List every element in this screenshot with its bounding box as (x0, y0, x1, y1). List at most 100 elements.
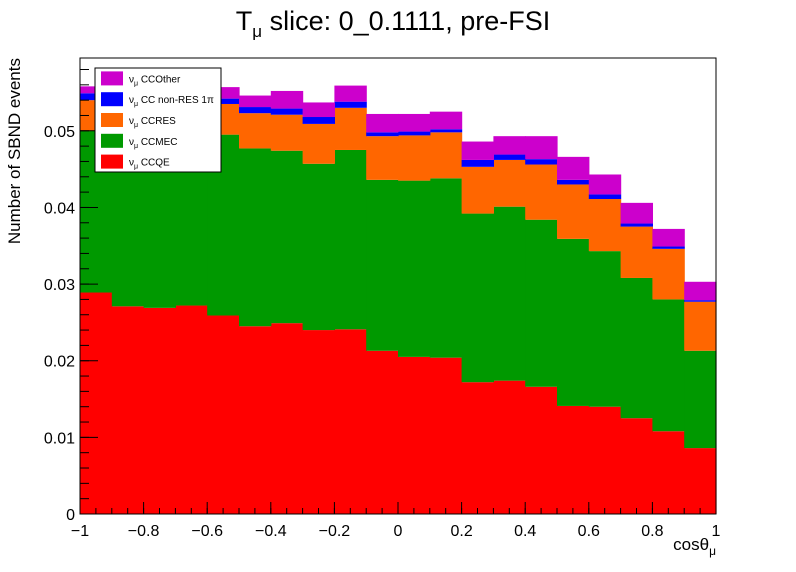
bar-ccres-bin-10 (366, 136, 399, 180)
y-tick-label: 0.01 (44, 430, 75, 447)
bar-cc-non-res-1-bin-9 (334, 101, 367, 108)
bar-ccmec-bin-7 (270, 150, 304, 324)
bar-ccres-bin-18 (620, 226, 653, 278)
bar-ccres-bin-9 (334, 107, 367, 150)
bar-ccother-bin-20 (684, 281, 717, 301)
legend-entry: νμ CCQE (129, 158, 170, 171)
legend-swatch (101, 71, 123, 86)
bar-ccmec-bin-9 (334, 149, 367, 330)
chart-title: Tμ slice: 0_0.1111, pre-FSI (236, 6, 550, 41)
x-tick-label: −1 (71, 523, 89, 540)
bar-ccres-bin-11 (398, 135, 431, 181)
bar-ccqe-bin-1 (80, 292, 113, 514)
x-tick-label: 0.6 (578, 523, 600, 540)
bar-ccmec-bin-18 (620, 277, 653, 419)
bar-ccqe-bin-19 (652, 431, 685, 514)
y-tick-label: 0 (66, 507, 75, 524)
x-tick-label: −0.6 (191, 523, 223, 540)
bar-cc-non-res-1-bin-16 (557, 179, 590, 185)
bar-ccmec-bin-14 (493, 206, 526, 381)
bar-ccres-bin-14 (493, 159, 526, 207)
bar-cc-non-res-1-bin-18 (620, 223, 653, 227)
bar-cc-non-res-1-bin-12 (429, 129, 463, 133)
x-axis-title: cosθμ (673, 535, 716, 558)
bar-ccother-bin-15 (525, 136, 558, 160)
legend-swatch (101, 133, 123, 148)
legend-entry: νμ CCRES (129, 116, 176, 129)
title-prefix: T (236, 6, 253, 36)
bar-cc-non-res-1-bin-13 (461, 159, 494, 167)
y-axis: 0 0.01 0.02 0.03 0.04 0.05 (44, 68, 98, 524)
histogram-bars (80, 85, 717, 514)
bar-ccother-bin-11 (398, 113, 431, 132)
bar-ccres-bin-13 (461, 166, 494, 214)
x-axis-title-subscript: μ (709, 544, 716, 558)
x-tick-label: −0.2 (319, 523, 351, 540)
bar-ccqe-bin-18 (620, 418, 653, 514)
x-tick-label: 0 (394, 523, 403, 540)
x-axis-title-main: cosθ (673, 535, 709, 554)
bar-ccres-bin-19 (652, 248, 685, 300)
bar-ccqe-bin-12 (429, 357, 463, 514)
bar-ccqe-bin-15 (525, 386, 558, 514)
bar-ccother-bin-10 (366, 113, 399, 133)
title-prefix-subscript: μ (252, 22, 262, 41)
bar-ccqe-bin-4 (175, 305, 208, 514)
y-tick-label: 0.03 (44, 277, 75, 294)
bar-ccother-bin-12 (429, 111, 463, 130)
bar-ccres-bin-6 (239, 113, 272, 149)
bar-cc-non-res-1-bin-14 (493, 154, 526, 160)
bar-ccother-bin-5 (207, 87, 240, 99)
legend-entry: νμ CC non-RES 1π (129, 95, 214, 108)
bar-ccqe-bin-6 (239, 326, 272, 514)
bar-ccqe-bin-9 (334, 329, 367, 514)
bar-ccqe-bin-17 (588, 406, 622, 514)
legend-swatch (101, 92, 123, 107)
bar-ccmec-bin-16 (557, 238, 590, 406)
bar-ccqe-bin-11 (398, 356, 431, 514)
bar-cc-non-res-1-bin-8 (302, 117, 335, 124)
bar-ccother-bin-7 (270, 90, 304, 109)
x-tick-label: 0.2 (450, 523, 472, 540)
bar-ccqe-bin-16 (557, 405, 590, 514)
bar-ccqe-bin-5 (207, 315, 240, 514)
x-axis: −1 −0.8 −0.6 −0.4 −0.2 0 0.2 0.4 0.6 0.8 1 (71, 502, 721, 540)
bar-cc-non-res-1-bin-10 (366, 132, 399, 137)
legend-entry: νμ CCMEC (129, 137, 178, 150)
bar-cc-non-res-1-bin-20 (684, 300, 717, 302)
bar-ccmec-bin-17 (588, 251, 622, 407)
bar-ccqe-bin-8 (302, 330, 335, 514)
bar-ccres-bin-8 (302, 123, 335, 164)
bar-cc-non-res-1-bin-15 (525, 159, 558, 165)
bar-ccmec-bin-10 (366, 179, 399, 351)
y-axis-title: Number of SBND events (5, 58, 24, 244)
bar-ccmec-bin-11 (398, 180, 431, 357)
bar-ccres-bin-17 (588, 199, 622, 252)
bar-ccmec-bin-8 (302, 163, 335, 331)
x-tick-label: 0.8 (641, 523, 663, 540)
bar-ccqe-bin-10 (366, 350, 399, 514)
bar-ccmec-bin-20 (684, 350, 717, 449)
legend-entry: νμ CCOther (129, 74, 181, 87)
bar-cc-non-res-1-bin-6 (239, 107, 272, 114)
bar-cc-non-res-1-bin-7 (270, 108, 304, 115)
y-tick-label: 0.02 (44, 354, 75, 371)
bar-ccmec-bin-15 (525, 219, 558, 387)
bar-ccother-bin-14 (493, 136, 526, 155)
legend: νμ CCOther νμ CC non-RES 1π νμ CCRES νμ CCM… (94, 67, 222, 173)
bar-ccres-bin-12 (429, 132, 463, 179)
bar-cc-non-res-1-bin-19 (652, 246, 685, 249)
y-tick-label: 0.04 (44, 200, 75, 217)
bar-ccqe-bin-2 (111, 306, 145, 514)
x-tick-label: −0.8 (128, 523, 160, 540)
bar-ccother-bin-13 (461, 141, 494, 160)
y-tick-label: 0.05 (44, 124, 75, 141)
legend-swatch (101, 154, 123, 169)
bar-ccother-bin-6 (239, 95, 272, 108)
bar-ccmec-bin-19 (652, 299, 685, 432)
x-tick-label: 0.4 (514, 523, 536, 540)
bar-ccres-bin-20 (684, 301, 717, 351)
bar-ccres-bin-16 (557, 184, 590, 239)
bar-ccres-bin-7 (270, 114, 304, 151)
